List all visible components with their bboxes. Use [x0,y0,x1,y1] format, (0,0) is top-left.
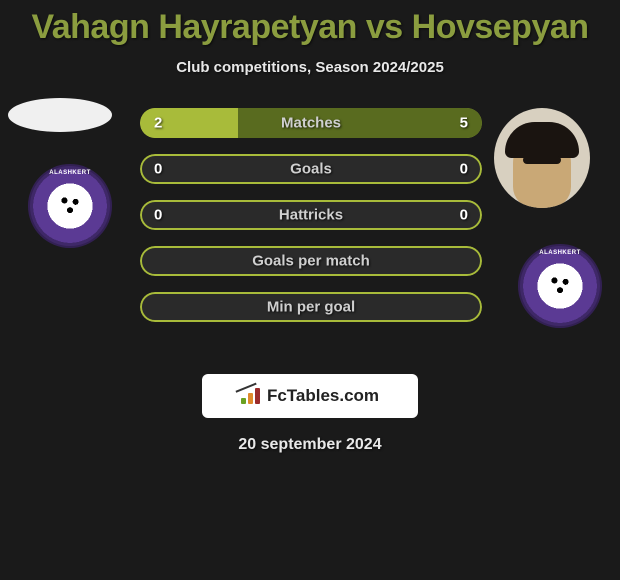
page-title: Vahagn Hayrapetyan vs Hovsepyan [0,0,620,47]
stat-bars: Matches25Goals00Hattricks00Goals per mat… [140,108,482,338]
stat-value-left: 0 [154,161,162,178]
brand-badge: FcTables.com [202,374,418,418]
stat-label: Hattricks [140,207,482,224]
stat-value-right: 0 [460,207,468,224]
subtitle: Club competitions, Season 2024/2025 [0,59,620,76]
player-photo-left [8,98,112,132]
stat-value-right: 5 [460,115,468,132]
comparison-area: ALASHKERT ALASHKERT Matches25Goals00Hatt… [0,108,620,368]
club-badge-text: ALASHKERT [539,250,581,256]
club-badge-left: ALASHKERT [28,164,112,248]
brand-text: FcTables.com [267,386,379,406]
stat-row: Min per goal [140,292,482,322]
club-badge-text: ALASHKERT [49,170,91,176]
football-icon [56,192,84,220]
player-photo-right [494,108,590,208]
stat-row: Goals0 0 [140,154,482,184]
stat-value-left: 2 [154,115,162,132]
stat-value-right: 0 [460,161,468,178]
stat-row: Hattricks0 0 [140,200,482,230]
club-badge-right: ALASHKERT [518,244,602,328]
stat-label: Min per goal [140,299,482,316]
stat-label: Goals [140,161,482,178]
stat-label: Matches [140,115,482,132]
stat-label: Goals per match [140,253,482,270]
bar-chart-icon [241,388,261,404]
stat-row: Goals per match [140,246,482,276]
stat-value-left: 0 [154,207,162,224]
stat-row: Matches2 5 [140,108,482,138]
date-text: 20 september 2024 [0,436,620,454]
football-icon [546,272,574,300]
